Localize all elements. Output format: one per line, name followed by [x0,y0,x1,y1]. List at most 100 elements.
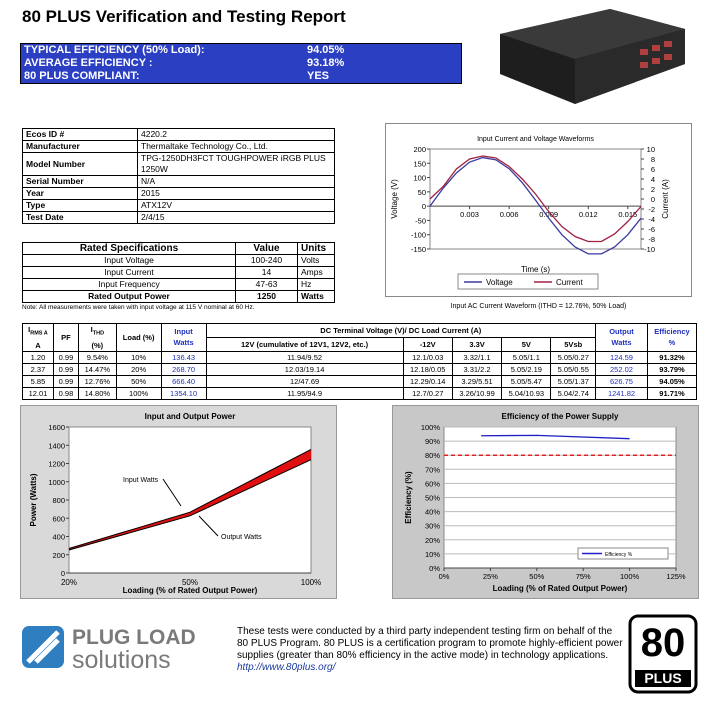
x-axis-label: Time (s) [521,265,550,274]
legend-box [457,273,599,290]
info-row: Manufacturer Thermaltake Technology Co., … [22,140,335,153]
y2-tick-label: 0 [651,195,655,204]
y2-tick-label: -8 [648,235,655,244]
info-label: Type [22,199,138,212]
y-tick-label: 200 [413,145,426,154]
logo-top: PLUG LOAD [72,626,196,649]
irms-header: IRMS A A [22,323,54,352]
test-cell: 5.05/0.27 [550,350,596,364]
psu-top [500,9,685,59]
efficiency-header: Efficiency % [647,323,697,352]
y2-tick-label: -4 [648,215,655,224]
product-photo [500,9,685,104]
waveform-chart: Input Current and Voltage Waveforms -150 -… [385,123,692,297]
test-cell: 12.29/0.14 [402,374,453,388]
test-cell: 9.54% [78,350,117,364]
y-tick-label: 0 [61,569,65,578]
dc-header: 5V [501,336,552,352]
test-cell: 5.05/1.37 [550,374,596,388]
x-tick-label: 0.012 [579,210,598,219]
test-cell: 12.1/0.03 [402,350,453,364]
info-row: Ecos ID #4220.2 [22,128,335,141]
y-tick-label: 0 [422,202,426,211]
test-cell: 14.80% [78,386,117,400]
y-tick-label: 60% [425,479,440,488]
y2-tick-label: 10 [647,145,655,154]
test-cell: 626.75 [595,374,648,388]
y-axis-label: Efficiency (%) [404,471,413,524]
test-cell: 252.02 [595,362,648,376]
series-annotation: Input Watts [123,477,159,484]
rated-row: Input Current 14 Amps [22,266,335,279]
series-line [481,434,630,440]
rated-name: Rated Output Power [22,290,236,303]
footer-link[interactable]: http://www.80plus.org/ [237,662,336,673]
report-title: 80 PLUS Verification and Testing Report [22,7,346,26]
annotation-arrow [198,515,219,537]
test-cell: 12.03/19.14 [205,362,404,376]
test-cell: 3.31/2.2 [451,362,503,376]
y-tick-label: 20% [425,536,440,545]
test-cell: 5.05/5.47 [501,374,552,388]
x-tick-label: 50% [529,572,544,581]
summary-value: 93.18% [307,57,345,69]
test-header-row: IRMS A A PF ITHD (%) Load (%) Input Watts DC Te… [22,323,697,352]
x-tick-label: 0% [439,572,450,581]
chart-title: Input Current and Voltage Waveforms [477,136,594,143]
plot-area [68,426,312,574]
y-tick-label: 600 [52,514,65,523]
psu-connectors [640,41,672,68]
plot-area [429,148,642,250]
y2-tick-label: 8 [651,155,655,164]
annotation-arrow [162,478,182,507]
test-subheader-row: 12V (cumulative of 12V1, 12V2, etc.) -12V… [23,336,697,352]
rated-value: 100-240 [235,254,298,267]
test-row: 1.20 0.99 9.54% 10% 136.43 11.94/9.52 12.1/0.0… [22,350,697,364]
irms-symbol: I [28,325,31,334]
info-label: Test Date [22,211,138,224]
test-cell: 5.04/10.93 [501,386,552,400]
rated-name: Input Voltage [22,254,236,267]
x-tick-label: 50% [182,578,198,587]
info-value: ATX12V [137,199,335,212]
y-tick-label: 0% [429,564,440,573]
y-tick-label: 800 [52,496,65,505]
test-cell: 5.05/0.55 [550,362,596,376]
y-tick-label: 10% [425,550,440,559]
x-tick-label: 125% [666,572,686,581]
test-cell: 136.43 [160,350,207,364]
rated-unit: Watts [297,290,335,303]
test-cell: 91.32% [647,350,697,364]
test-cell: 12.76% [78,374,117,388]
y-tick-label: 40% [425,508,440,517]
y-tick-label: 1600 [48,423,65,432]
badge-number: 80 [641,621,686,665]
legend-box [577,547,669,560]
y2-tick-label: -2 [648,205,655,214]
test-cell: 2.37 [22,362,54,376]
waveform-caption: Input AC Current Waveform (ITHD = 12.76%… [450,303,627,310]
input-header: Input Watts [160,323,207,352]
test-row: 12.01 0.98 14.80% 100% 1354.10 11.95/94.9 12.7… [22,386,697,400]
test-cell: 3.26/10.99 [451,386,503,400]
x-tick-label: 20% [61,578,77,587]
test-cell: 3.29/5.51 [451,374,503,388]
test-cell: 93.79% [647,362,697,376]
rated-header: Value [235,242,298,255]
test-cell: 1241.82 [595,386,648,400]
power-chart: Input and Output Power 0 200 400 600 800 1000 1… [20,405,337,599]
test-cell: 12.18/0.05 [402,362,453,376]
summary-value: YES [307,70,330,82]
test-cell: 5.85 [22,374,54,388]
test-cell: 50% [115,374,162,388]
x-tick-label: 0.009 [539,210,558,219]
info-value: 4220.2 [137,128,335,141]
80plus-badge: 80 PLUS [628,614,698,694]
test-cell: 12.7/0.27 [402,386,453,400]
info-row: Test Date 2/4/15 [22,211,335,224]
test-cell: 1354.10 [160,386,207,400]
test-cell: 3.32/1.1 [451,350,503,364]
test-cell: 12/47.69 [205,374,404,388]
test-cell: 0.98 [52,386,80,400]
